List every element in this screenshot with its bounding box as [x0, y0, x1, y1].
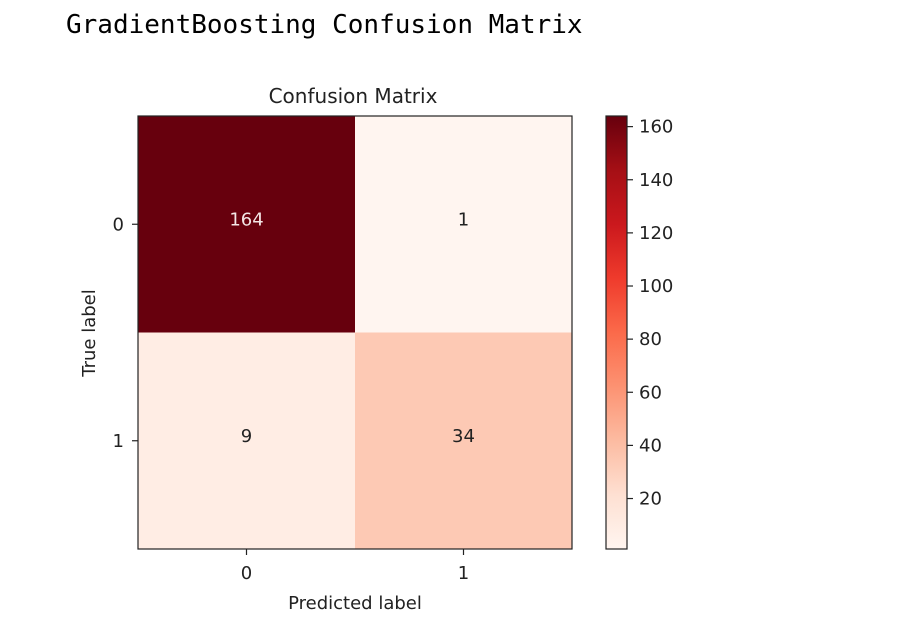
- y-axis-ticks: 01: [113, 214, 138, 452]
- cell-value-label: 34: [452, 426, 475, 447]
- heatmap-cell: [138, 332, 355, 549]
- x-tick-label: 1: [458, 563, 469, 584]
- x-axis-label: Predicted label: [288, 593, 422, 614]
- colorbar-tick-label: 140: [639, 170, 673, 191]
- heatmap-cells: 164 1 9 34: [138, 116, 572, 549]
- y-tick-label: 0: [113, 214, 124, 235]
- colorbar-tick-label: 100: [639, 276, 673, 297]
- colorbar-tick-label: 120: [639, 223, 673, 244]
- colorbar-tick-label: 40: [639, 435, 662, 456]
- colorbar-tick-label: 160: [639, 117, 673, 138]
- output-title: GradientBoosting Confusion Matrix: [66, 10, 583, 40]
- y-tick-label: 1: [113, 431, 124, 452]
- y-axis-label: True label: [79, 289, 100, 378]
- heatmap-cell: [355, 116, 572, 333]
- cell-value-label: 9: [241, 426, 252, 447]
- cell-value-label: 164: [229, 209, 263, 230]
- colorbar-ticks: 20 40 60 80 100 120 140 160: [627, 117, 673, 510]
- cell-value-label: 1: [458, 209, 469, 230]
- plot-frame: [137, 115, 573, 550]
- colorbar-tick-label: 60: [639, 382, 662, 403]
- heatmap-cell: [355, 332, 572, 549]
- chart-title: Confusion Matrix: [269, 84, 438, 108]
- colorbar: [605, 115, 628, 550]
- x-tick-label: 0: [241, 563, 252, 584]
- colorbar-tick-label: 80: [639, 329, 662, 350]
- colorbar-tick-label: 20: [639, 489, 662, 510]
- heatmap-cell: [138, 116, 355, 333]
